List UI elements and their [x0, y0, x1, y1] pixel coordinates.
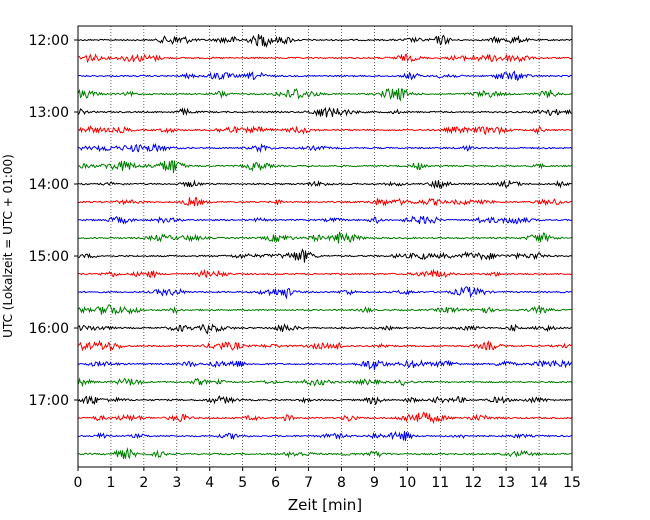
x-tick-label-6: 6 — [271, 475, 280, 491]
trace-line-21 — [78, 411, 572, 425]
x-tick-label-12: 12 — [464, 475, 482, 491]
x-axis-ticks: 0 1 2 3 4 5 6 7 8 9 10 11 12 13 14 15 — [74, 467, 581, 491]
plot-frame — [77, 25, 573, 468]
x-tick-label-15: 15 — [563, 475, 581, 491]
x-tick-label-14: 14 — [530, 475, 548, 491]
trace-line-20 — [78, 395, 572, 406]
y-tick-label-1: 13:00 — [29, 105, 69, 121]
y-tick-label-4: 16:00 — [29, 321, 69, 337]
y-tick-label-0: 12:00 — [29, 33, 69, 49]
y-axis-ticks: 12:00 13:00 14:00 15:00 16:00 17:00 — [29, 33, 78, 409]
trace-line-6 — [78, 142, 572, 154]
x-tick-label-4: 4 — [205, 475, 214, 491]
trace-line-18 — [78, 359, 572, 371]
trace-line-5 — [78, 124, 572, 136]
x-tick-label-13: 13 — [497, 475, 515, 491]
trace-line-0 — [78, 34, 572, 48]
y-tick-label-3: 15:00 — [29, 249, 69, 265]
trace-line-2 — [78, 70, 572, 82]
x-tick-label-8: 8 — [337, 475, 346, 491]
x-tick-label-11: 11 — [431, 475, 449, 491]
trace-line-7 — [78, 160, 572, 174]
x-tick-label-3: 3 — [172, 475, 181, 491]
x-tick-label-9: 9 — [370, 475, 379, 491]
trace-line-3 — [78, 87, 572, 102]
trace-line-11 — [78, 231, 572, 244]
trace-line-10 — [78, 215, 572, 225]
x-tick-label-10: 10 — [398, 475, 416, 491]
trace-line-8 — [78, 179, 572, 190]
trace-line-1 — [78, 53, 572, 64]
trace-line-19 — [78, 377, 572, 388]
x-tick-label-1: 1 — [106, 475, 115, 491]
y-axis-label: UTC (Lokalzeit = UTC + 01:00) — [1, 154, 15, 338]
x-axis-label: Zeit [min] — [288, 496, 362, 514]
x-tick-label-7: 7 — [304, 475, 313, 491]
trace-line-12 — [78, 248, 572, 263]
x-tick-label-2: 2 — [139, 475, 148, 491]
y-tick-label-2: 14:00 — [29, 177, 69, 193]
trace-line-13 — [78, 268, 572, 279]
x-tick-label-0: 0 — [74, 475, 83, 491]
y-tick-label-5: 17:00 — [29, 393, 69, 409]
trace-line-15 — [78, 304, 572, 316]
trace-line-9 — [78, 197, 572, 207]
trace-line-22 — [78, 430, 572, 442]
x-tick-label-5: 5 — [238, 475, 247, 491]
trace-line-4 — [78, 106, 572, 118]
trace-line-17 — [78, 339, 572, 352]
trace-line-14 — [78, 286, 572, 300]
trace-line-16 — [78, 323, 572, 335]
trace-line-23 — [78, 446, 572, 460]
seismic-traces — [78, 34, 572, 460]
